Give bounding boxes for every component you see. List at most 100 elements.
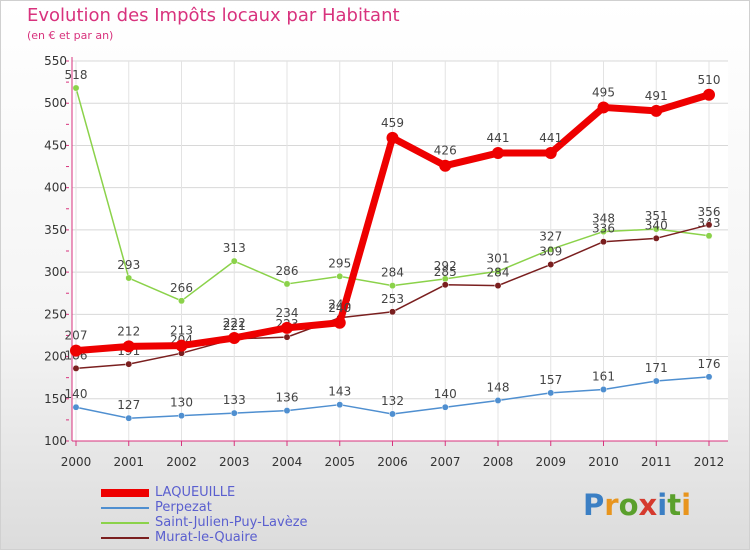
data-label-saint-julien-puy-laveze: 293 (117, 258, 140, 272)
data-point-saint-julien-puy-laveze (600, 228, 607, 236)
y-tick-label: 350 (44, 223, 67, 237)
data-point-murat-le-quaire (389, 308, 396, 316)
data-point-saint-julien-puy-laveze (72, 84, 80, 92)
data-point-laqueuille (597, 101, 610, 114)
y-tick-label: 300 (44, 265, 67, 279)
data-label-saint-julien-puy-laveze: 351 (645, 209, 668, 223)
data-point-perpezat (230, 409, 238, 417)
data-label-murat-le-quaire: 285 (434, 265, 457, 279)
x-tick-label: 2008 (483, 455, 514, 469)
x-tick-label: 2011 (641, 455, 672, 469)
data-point-perpezat (336, 401, 344, 409)
data-label-perpezat: 161 (592, 369, 615, 383)
data-label-murat-le-quaire: 340 (645, 218, 668, 232)
x-tick-label: 2004 (272, 455, 303, 469)
data-point-laqueuille (281, 321, 293, 334)
data-point-perpezat (125, 414, 133, 422)
data-point-laqueuille (703, 88, 715, 101)
data-label-saint-julien-puy-laveze: 286 (276, 264, 299, 278)
x-tick-label: 2000 (61, 455, 92, 469)
y-tick-label: 100 (44, 434, 67, 448)
data-label-perpezat: 136 (276, 391, 299, 405)
legend-label: Perpezat (155, 500, 212, 515)
x-tick-label: 2012 (694, 455, 725, 469)
x-tick-label: 2007 (430, 455, 461, 469)
data-label-perpezat: 140 (434, 387, 457, 401)
logo-letter: t (667, 488, 682, 522)
data-point-laqueuille (70, 344, 82, 357)
data-label-saint-julien-puy-laveze: 313 (223, 241, 246, 255)
data-point-perpezat (600, 386, 607, 393)
data-label-laqueuille: 222 (223, 316, 246, 330)
data-point-perpezat (705, 373, 713, 381)
data-label-saint-julien-puy-laveze: 327 (539, 229, 562, 243)
logo-letter: o (618, 488, 639, 522)
data-label-saint-julien-puy-laveze: 301 (487, 251, 510, 265)
data-label-saint-julien-puy-laveze: 284 (381, 266, 404, 280)
x-tick-label: 2003 (219, 455, 250, 469)
data-label-saint-julien-puy-laveze: 266 (170, 281, 193, 295)
data-label-murat-le-quaire: 356 (698, 205, 721, 219)
legend-swatch (101, 489, 149, 497)
data-label-perpezat: 143 (328, 385, 351, 399)
chart-subtitle: (en € et par an) (27, 29, 114, 42)
data-point-perpezat (547, 389, 555, 397)
data-point-laqueuille (175, 339, 188, 352)
data-point-murat-le-quaire (652, 234, 660, 242)
data-point-saint-julien-puy-laveze (705, 232, 713, 240)
legend-label: Murat-le-Quaire (155, 530, 258, 545)
data-point-saint-julien-puy-laveze (230, 257, 238, 265)
x-tick-label: 2006 (377, 455, 408, 469)
x-tick-label: 2005 (324, 455, 355, 469)
y-tick-label: 200 (44, 350, 67, 364)
data-point-murat-le-quaire (547, 261, 555, 268)
data-point-laqueuille (122, 340, 135, 353)
y-tick-label: 250 (44, 307, 67, 321)
logo-letter: i (657, 488, 668, 522)
data-point-laqueuille (544, 147, 557, 160)
data-label-perpezat: 132 (381, 394, 404, 408)
x-tick-label: 2010 (588, 455, 619, 469)
data-label-perpezat: 127 (117, 398, 140, 412)
logo-letter: i (681, 488, 692, 522)
data-point-saint-julien-puy-laveze (494, 267, 502, 275)
data-label-perpezat: 176 (698, 357, 721, 371)
data-label-laqueuille: 491 (645, 89, 668, 103)
data-label-laqueuille: 234 (276, 306, 299, 320)
legend-swatch (101, 507, 149, 509)
data-label-perpezat: 130 (170, 396, 193, 410)
data-label-laqueuille: 441 (487, 131, 510, 145)
data-label-laqueuille: 213 (170, 324, 193, 338)
legend-label: Saint-Julien-Puy-Lavèze (155, 515, 308, 530)
x-tick-label: 2009 (535, 455, 566, 469)
data-point-saint-julien-puy-laveze (125, 274, 133, 282)
logo-letter: r (604, 488, 619, 522)
legend-swatch (101, 537, 149, 539)
data-point-murat-le-quaire (125, 360, 133, 368)
data-point-laqueuille (439, 159, 452, 172)
data-label-laqueuille: 510 (698, 73, 721, 87)
data-point-saint-julien-puy-laveze (283, 280, 291, 288)
data-point-perpezat (283, 407, 291, 415)
chart-title: Evolution des Impôts locaux par Habitant (27, 5, 400, 26)
data-point-perpezat (441, 403, 449, 411)
data-point-perpezat (72, 403, 80, 411)
data-point-perpezat (494, 397, 502, 404)
data-label-murat-le-quaire: 309 (539, 245, 562, 259)
data-label-laqueuille: 212 (117, 324, 140, 338)
data-point-perpezat (389, 410, 396, 418)
data-point-murat-le-quaire (705, 221, 713, 229)
legend-label: LAQUEUILLE (155, 485, 236, 500)
data-point-murat-le-quaire (283, 333, 291, 341)
y-tick-label: 550 (44, 54, 67, 68)
data-label-saint-julien-puy-laveze: 348 (592, 212, 615, 226)
y-tick-label: 450 (44, 138, 67, 152)
x-tick-label: 2001 (113, 455, 144, 469)
logo-letter: x (638, 488, 658, 522)
data-point-murat-le-quaire (72, 364, 80, 372)
data-point-laqueuille (228, 331, 241, 344)
data-label-perpezat: 140 (65, 387, 88, 401)
data-label-laqueuille: 426 (434, 144, 457, 158)
